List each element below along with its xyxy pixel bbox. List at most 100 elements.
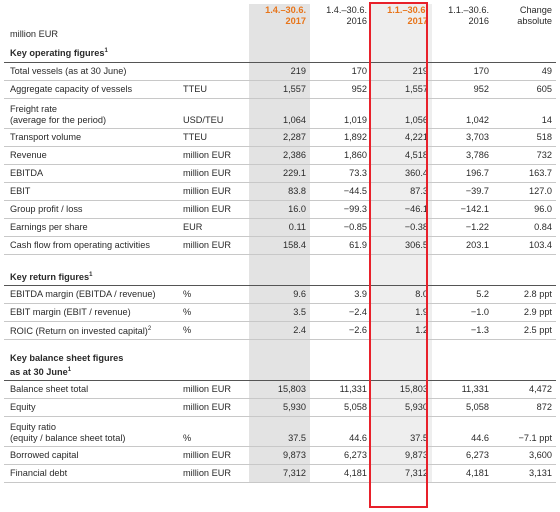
cell-value: 11,331 bbox=[310, 380, 371, 399]
row-label: Cash flow from operating activities bbox=[4, 236, 179, 255]
row-unit: million EUR bbox=[179, 398, 249, 417]
cell-value: 8.0 bbox=[371, 285, 432, 304]
cell-value: 49 bbox=[493, 62, 556, 81]
cell-value: 3,600 bbox=[493, 446, 556, 465]
cell-value: 518 bbox=[493, 128, 556, 147]
cell-value: 3,786 bbox=[432, 146, 493, 165]
row-unit: TTEU bbox=[179, 80, 249, 99]
cell-value: 219 bbox=[249, 62, 310, 81]
cell-value: 2,287 bbox=[249, 128, 310, 147]
row-label: Freight rate (average for the period) bbox=[4, 98, 179, 129]
row-unit: TTEU bbox=[179, 128, 249, 147]
row-label: ROIC (Return on invested capital)2 bbox=[4, 321, 179, 340]
section-title: Key operating figures1 bbox=[4, 44, 249, 63]
table-row: EBIT million EUR 83.8 −44.5 87.3 −39.7 127.0 bbox=[4, 182, 556, 201]
table-row: Balance sheet total million EUR 15,803 11,3… bbox=[4, 380, 556, 399]
cell-value: 6,273 bbox=[310, 446, 371, 465]
cell-value: 5.2 bbox=[432, 285, 493, 304]
section-title: Key balance sheet figures as at 30 June1 bbox=[4, 339, 249, 381]
table-header-row: million EUR 1.4.–30.6. 2017 1.4.–30.6. 201… bbox=[4, 4, 556, 44]
cell-value: 872 bbox=[493, 398, 556, 417]
footnote-marker: 1 bbox=[89, 271, 93, 278]
row-unit: million EUR bbox=[179, 146, 249, 165]
cell-value: 2.9 ppt bbox=[493, 303, 556, 322]
cell-value: 1,892 bbox=[310, 128, 371, 147]
cell-value: 1,557 bbox=[249, 80, 310, 99]
cell-value: 83.8 bbox=[249, 182, 310, 201]
column-header-h1-2017: 1.1.–30.6. 2017 bbox=[371, 4, 432, 44]
cell-value: 9,873 bbox=[249, 446, 310, 465]
cell-value: −7.1 ppt bbox=[493, 416, 556, 447]
cell-value: 360.4 bbox=[371, 164, 432, 183]
cell-value: −2.6 bbox=[310, 321, 371, 340]
table-row: Transport volume TTEU 2,287 1,892 4,221 3,703… bbox=[4, 128, 556, 147]
cell-value: 3,131 bbox=[493, 464, 556, 483]
table-row: ROIC (Return on invested capital)2% 2.4 −2… bbox=[4, 321, 556, 340]
cell-value: 103.4 bbox=[493, 236, 556, 255]
column-header-q2-2016: 1.4.–30.6. 2016 bbox=[326, 5, 367, 26]
cell-value: −0.85 bbox=[310, 218, 371, 237]
row-unit: % bbox=[179, 416, 249, 447]
row-label: Borrowed capital bbox=[4, 446, 179, 465]
cell-value: 16.0 bbox=[249, 200, 310, 219]
cell-value: 170 bbox=[310, 62, 371, 81]
cell-value: 37.5 bbox=[371, 416, 432, 447]
cell-value: 170 bbox=[432, 62, 493, 81]
row-label: EBITDA margin (EBITDA / revenue) bbox=[4, 285, 179, 304]
cell-value: 1,064 bbox=[249, 98, 310, 129]
section-header-operating: Key operating figures1 bbox=[4, 44, 556, 63]
row-unit: million EUR bbox=[179, 464, 249, 483]
cell-value: 9.6 bbox=[249, 285, 310, 304]
cell-value: 127.0 bbox=[493, 182, 556, 201]
row-unit: % bbox=[179, 303, 249, 322]
cell-value: 5,930 bbox=[249, 398, 310, 417]
cell-value: 11,331 bbox=[432, 380, 493, 399]
row-label: Equity ratio (equity / balance sheet tota… bbox=[4, 416, 179, 447]
row-label: EBIT margin (EBIT / revenue) bbox=[4, 303, 179, 322]
cell-value: 44.6 bbox=[432, 416, 493, 447]
cell-value: 9,873 bbox=[371, 446, 432, 465]
table-row: Financial debt million EUR 7,312 4,181 7,312… bbox=[4, 464, 556, 483]
table-row: Total vessels (as at 30 June) 219 170 219 17… bbox=[4, 62, 556, 81]
row-label: Total vessels (as at 30 June) bbox=[4, 62, 179, 81]
table-row: Equity million EUR 5,930 5,058 5,930 5,058 872 bbox=[4, 398, 556, 417]
cell-value: 3.9 bbox=[310, 285, 371, 304]
cell-value: 4,181 bbox=[432, 464, 493, 483]
row-unit: % bbox=[179, 285, 249, 304]
cell-value: 3.5 bbox=[249, 303, 310, 322]
cell-value: −142.1 bbox=[432, 200, 493, 219]
table-row: EBITDA margin (EBITDA / revenue)% 9.6 3.9 8… bbox=[4, 285, 556, 304]
cell-value: 952 bbox=[432, 80, 493, 99]
cell-value: 87.3 bbox=[371, 182, 432, 201]
row-unit: million EUR bbox=[179, 182, 249, 201]
cell-value: 5,058 bbox=[310, 398, 371, 417]
cell-value: 61.9 bbox=[310, 236, 371, 255]
cell-value: 4,472 bbox=[493, 380, 556, 399]
row-label: Balance sheet total bbox=[4, 380, 179, 399]
cell-value: 1.2 bbox=[371, 321, 432, 340]
row-label: Transport volume bbox=[4, 128, 179, 147]
cell-value: 229.1 bbox=[249, 164, 310, 183]
cell-value: −44.5 bbox=[310, 182, 371, 201]
cell-value: 37.5 bbox=[249, 416, 310, 447]
row-label: Group profit / loss bbox=[4, 200, 179, 219]
cell-value: 4,221 bbox=[371, 128, 432, 147]
footnote-marker: 1 bbox=[104, 48, 108, 55]
footnote-marker: 2 bbox=[147, 325, 152, 332]
section-header-balance: Key balance sheet figures as at 30 June1 bbox=[4, 339, 556, 381]
cell-value: 5,930 bbox=[371, 398, 432, 417]
cell-value: 1,557 bbox=[371, 80, 432, 99]
cell-value: 1,042 bbox=[432, 98, 493, 129]
cell-value: 163.7 bbox=[493, 164, 556, 183]
cell-value: 158.4 bbox=[249, 236, 310, 255]
row-unit: million EUR bbox=[179, 200, 249, 219]
cell-value: 4,518 bbox=[371, 146, 432, 165]
cell-value: 732 bbox=[493, 146, 556, 165]
table-row: Revenue million EUR 2,386 1,860 4,518 3,786 73… bbox=[4, 146, 556, 165]
column-header-change: Change absolute bbox=[517, 5, 552, 26]
cell-value: 73.3 bbox=[310, 164, 371, 183]
cell-value: 7,312 bbox=[371, 464, 432, 483]
row-unit: million EUR bbox=[179, 446, 249, 465]
cell-value: 3,703 bbox=[432, 128, 493, 147]
table-row: Aggregate capacity of vessels TTEU 1,557 95… bbox=[4, 80, 556, 99]
